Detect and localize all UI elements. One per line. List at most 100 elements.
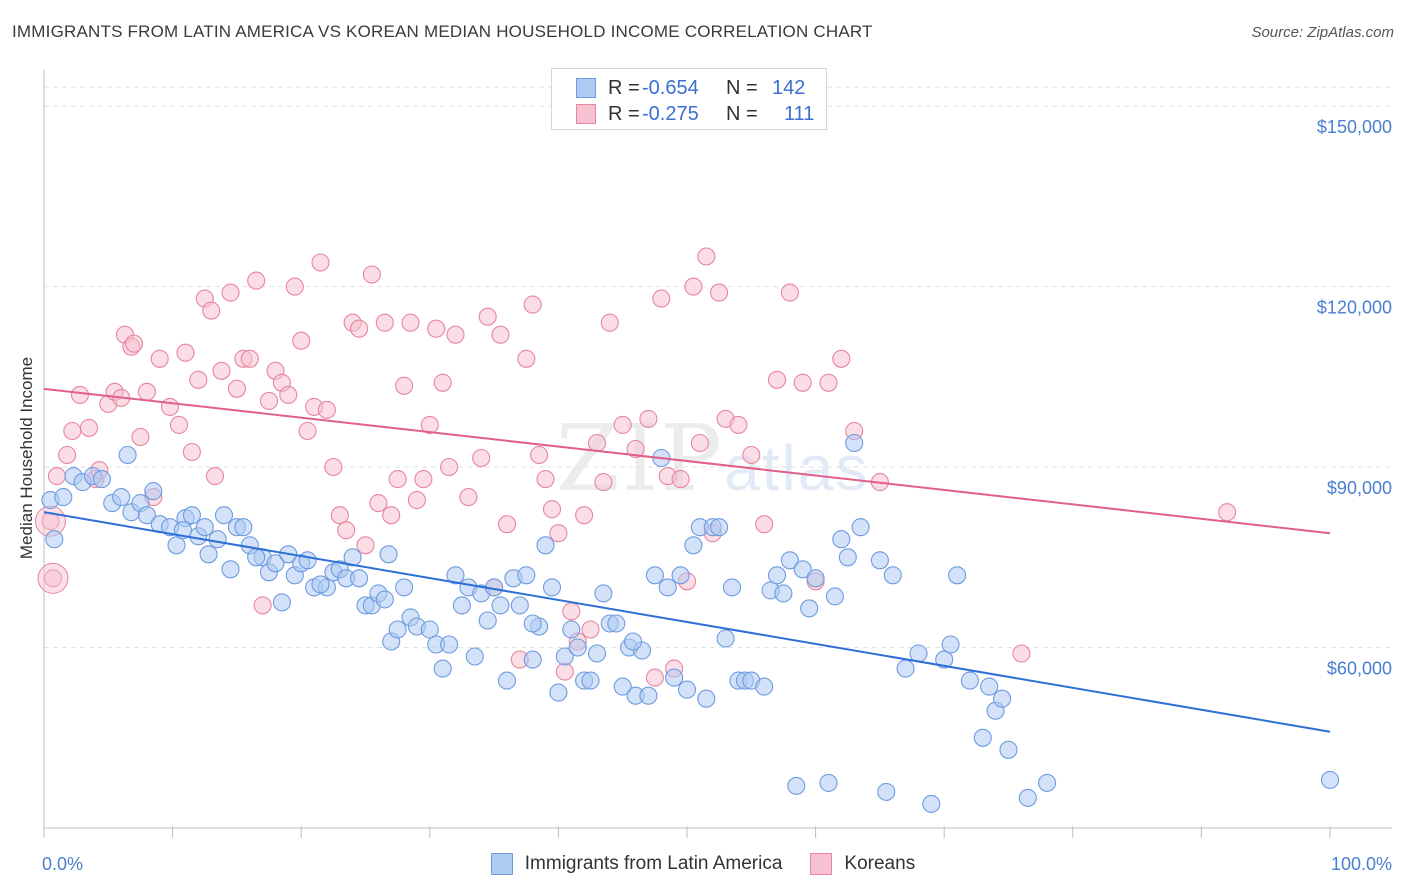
koreans-point [311, 253, 330, 272]
legend-label-koreans: Koreans [844, 853, 916, 874]
legend-row-koreans: R = -0.275 N = 111 [576, 101, 814, 127]
latin-america-point [832, 530, 851, 549]
koreans-point [131, 427, 150, 447]
koreans-point [58, 445, 77, 465]
koreans-point [780, 283, 799, 302]
koreans-point [350, 319, 369, 338]
legend-n-value: 111 [784, 102, 815, 125]
latin-america-point [491, 596, 510, 615]
koreans-point [517, 349, 536, 368]
latin-america-point [1018, 788, 1037, 807]
latin-america-point [755, 677, 774, 696]
latin-america-point [851, 518, 870, 537]
koreans-point [690, 433, 709, 453]
koreans-point [330, 506, 349, 525]
koreans-point [542, 500, 562, 519]
latin-america-point [92, 470, 111, 489]
latin-america-point [838, 548, 857, 567]
koreans-point [1012, 644, 1031, 663]
koreans-point [459, 488, 478, 507]
legend-item-latin-america[interactable]: Immigrants from Latin America [490, 853, 783, 875]
trend-lines [43, 387, 1331, 733]
latin-america-point [722, 578, 742, 597]
legend-n-label: N = [726, 102, 758, 125]
latin-america-point [478, 611, 497, 630]
koreans-point [369, 494, 388, 513]
koreans-trend-line [43, 387, 1331, 535]
latin-america-point [819, 773, 838, 792]
koreans-point [285, 277, 304, 296]
koreans-points [34, 247, 1237, 687]
latin-america-point [581, 671, 600, 690]
latin-america-point [774, 584, 793, 603]
latin-america-point [208, 530, 227, 549]
koreans-point [150, 349, 169, 368]
koreans-point [176, 343, 195, 362]
koreans-point [401, 313, 420, 332]
source-credit: Source: ZipAtlas.com [1251, 24, 1394, 41]
latin-america-point [375, 590, 394, 609]
koreans-point [1218, 503, 1237, 522]
koreans-point [697, 247, 716, 266]
latin-america-point [549, 683, 568, 702]
koreans-point [253, 596, 272, 615]
koreans-point [536, 470, 555, 489]
latin-america-point [523, 614, 542, 633]
latin-america-point [639, 686, 658, 705]
koreans-point [292, 331, 311, 350]
latin-america-point [542, 578, 562, 597]
latin-america-point [697, 689, 716, 708]
latin-america-point [247, 548, 266, 567]
latin-america-point [613, 677, 632, 696]
legend-r-value: -0.275 [642, 102, 699, 125]
koreans-point [555, 662, 574, 681]
latin-america-point [825, 587, 844, 606]
latin-america-point [112, 488, 131, 507]
koreans-point [613, 415, 632, 434]
latin-america-point [767, 566, 787, 585]
latin-america-point [999, 740, 1018, 759]
latin-america-point [710, 518, 729, 537]
watermark-zip: ZIP [556, 405, 725, 512]
latin-america-point [993, 689, 1012, 708]
koreans-point [420, 415, 439, 434]
latin-america-point [562, 620, 581, 639]
koreans-point [169, 415, 189, 434]
koreans-point [362, 265, 381, 284]
latin-america-point [311, 575, 330, 594]
koreans-point [832, 349, 851, 368]
koreans-point [755, 515, 774, 534]
koreans-point [645, 668, 664, 687]
latin-america-trend-line [43, 511, 1331, 733]
koreans-point [317, 400, 336, 419]
latin-america-point [980, 677, 999, 696]
latin-america-point [941, 635, 960, 654]
latin-america-point [800, 599, 819, 618]
koreans-point [491, 325, 510, 344]
legend-label-latin-america: Immigrants from Latin America [524, 853, 783, 874]
latin-america-point [167, 536, 186, 555]
latin-america-point [497, 671, 517, 690]
latin-america-point [214, 506, 234, 525]
koreans-point [472, 448, 491, 468]
koreans-point [124, 334, 144, 353]
legend-item-koreans[interactable]: Koreans [810, 853, 915, 875]
latin-america-point [266, 554, 285, 573]
latin-america-point [587, 644, 607, 663]
latin-america-point [54, 488, 73, 507]
koreans-point [742, 445, 761, 465]
latin-america-point [677, 680, 697, 699]
koreans-point [137, 382, 156, 401]
legend-swatch-pink [810, 853, 833, 875]
koreans-point [587, 433, 607, 453]
koreans-point [407, 491, 426, 510]
legend-r-label: R = [608, 76, 640, 99]
koreans-point [626, 439, 645, 459]
latin-america-point [452, 596, 471, 615]
koreans-point [221, 283, 240, 302]
koreans-point [684, 277, 703, 296]
koreans-point [427, 319, 446, 338]
y-axis-label: Median Household Income [17, 357, 36, 559]
koreans-point [382, 506, 401, 525]
